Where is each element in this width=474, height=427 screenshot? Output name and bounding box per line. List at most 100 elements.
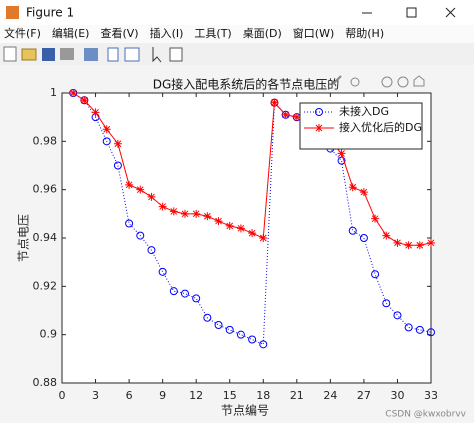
menu-item[interactable]: 桌面(D) <box>243 27 282 40</box>
marker <box>348 183 357 192</box>
marker <box>359 188 368 197</box>
x-tick-label: 21 <box>290 389 304 402</box>
marker <box>136 231 145 240</box>
close-button[interactable] <box>445 7 456 18</box>
pointer-icon[interactable] <box>152 47 162 63</box>
x-tick-label: 30 <box>390 389 404 402</box>
marker <box>203 313 212 322</box>
axes-toolbar <box>332 75 425 88</box>
zoom-out-icon[interactable] <box>397 76 409 88</box>
legend-marker <box>315 124 323 132</box>
marker <box>236 330 245 339</box>
x-tick-label: 15 <box>223 389 237 402</box>
brush-icon[interactable] <box>332 75 342 85</box>
marker <box>270 98 279 107</box>
marker <box>225 325 234 334</box>
marker <box>136 185 145 194</box>
menu-item[interactable]: 窗口(W) <box>293 26 334 40</box>
x-tick-label: 3 <box>92 389 99 402</box>
marker <box>371 214 380 223</box>
marker <box>102 137 111 146</box>
y-axis-label: 节点电压 <box>17 214 31 262</box>
link-icon[interactable] <box>84 48 98 61</box>
marker <box>147 246 156 255</box>
open-icon[interactable] <box>21 48 37 61</box>
print-icon[interactable] <box>60 48 74 60</box>
menu-item[interactable]: 工具(T) <box>194 27 231 40</box>
zoom-in-icon[interactable] <box>381 76 393 88</box>
marker <box>169 207 178 216</box>
datatip-icon[interactable] <box>350 77 360 87</box>
y-tick-label: 1 <box>50 86 57 99</box>
marker <box>371 270 380 279</box>
menu-item[interactable]: 帮助(H) <box>345 26 384 40</box>
marker <box>393 311 402 320</box>
marker <box>147 192 156 201</box>
menu-bar <box>0 25 474 43</box>
marker <box>337 149 346 158</box>
marker <box>259 234 268 242</box>
marker <box>181 209 189 218</box>
menu-item[interactable]: 编辑(E) <box>52 26 90 40</box>
marker <box>281 110 290 119</box>
marker <box>236 224 245 233</box>
title-bar <box>0 0 474 25</box>
y-tick-label: 0.9 <box>40 328 58 341</box>
marker <box>113 139 122 148</box>
menu-item[interactable]: 插入(I) <box>150 26 184 40</box>
marker <box>125 219 134 228</box>
y-tick-label: 0.98 <box>33 134 58 147</box>
marker <box>113 161 122 170</box>
watermark: CSDN @kwxobrvv <box>385 410 466 420</box>
colorbar-icon[interactable] <box>107 47 119 62</box>
y-tick-label: 0.88 <box>33 376 58 389</box>
x-axis-label: 节点编号 <box>221 403 269 418</box>
y-tick-label: 0.96 <box>33 183 58 196</box>
marker <box>214 217 223 226</box>
marker <box>181 289 189 298</box>
marker <box>382 231 391 240</box>
legend-marker <box>315 108 323 116</box>
x-tick-label: 9 <box>159 389 166 402</box>
x-tick-label: 6 <box>126 389 133 402</box>
home-icon[interactable] <box>413 75 425 87</box>
property-icon[interactable] <box>169 47 183 62</box>
marker <box>225 221 234 230</box>
marker <box>80 96 89 105</box>
marker <box>125 180 134 189</box>
legend: 未接入DG 接入优化后的DG <box>299 102 423 150</box>
marker <box>259 340 268 349</box>
marker <box>393 238 402 247</box>
toolbar-icons <box>3 46 183 63</box>
legend-label: 接入优化后的DG <box>339 120 422 134</box>
marker <box>91 108 100 117</box>
marker <box>192 294 201 303</box>
y-tick-label: 0.94 <box>33 231 58 244</box>
x-tick-label: 12 <box>189 389 203 402</box>
marker <box>427 328 435 337</box>
marker <box>203 212 212 221</box>
legend-icon[interactable] <box>124 47 140 62</box>
y-tick-label: 0.92 <box>33 279 58 292</box>
marker <box>169 287 178 296</box>
marker <box>404 323 413 332</box>
x-tick-label: 24 <box>323 389 337 402</box>
app-icon <box>6 6 19 19</box>
save-icon[interactable] <box>42 48 55 61</box>
marker <box>158 202 167 211</box>
x-tick-label: 0 <box>59 389 66 402</box>
marker <box>404 241 413 250</box>
menu-item[interactable]: 查看(V) <box>100 26 138 40</box>
marker <box>292 113 301 122</box>
x-tick-label: 27 <box>357 389 371 402</box>
chart-title: DG接入配电系统后的各节点电压的 <box>153 77 340 92</box>
marker <box>382 299 391 308</box>
x-tick-label: 18 <box>256 389 270 402</box>
menu-group: 文件(F) 编辑(E) 查看(V) 插入(I) 工具(T) 桌面(D) 窗口(W) 帮助(H) <box>4 26 384 40</box>
new-icon[interactable] <box>3 46 17 62</box>
maximize-button[interactable] <box>406 7 417 18</box>
menu-item[interactable]: 文件(F) <box>4 26 41 40</box>
marker <box>69 89 78 97</box>
